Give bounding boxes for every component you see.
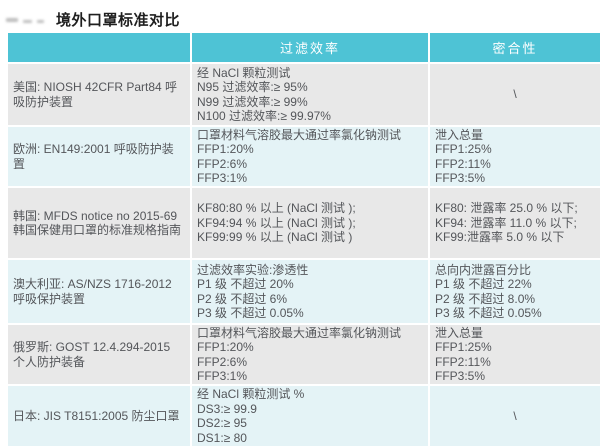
- cell-fit: 泄入总量 FFP1:25% FFP2:11% FFP3:5%: [430, 127, 600, 186]
- cell-line: 俄罗斯: GOST 12.4.294-2015 个人防护装备: [13, 340, 171, 369]
- cell-line: FFP1:20%: [197, 142, 254, 156]
- cell-line: KF94:94 % 以上 (NaCl 测试 );: [197, 215, 356, 230]
- cell-standard: 澳大利亚: AS/NZS 1716-2012 呼吸保护装置: [8, 260, 190, 323]
- cell-filtration: 经 NaCl 颗粒测试 N95 过滤效率:≥ 95% N99 过滤效率:≥ 99% N…: [192, 64, 428, 125]
- cell-line: FFP3:5%: [435, 171, 486, 185]
- cell-standard: 俄罗斯: GOST 12.4.294-2015 个人防护装备: [8, 325, 190, 384]
- cell-line: P1 级 不超过 22%: [435, 277, 532, 291]
- header-cell-filtration: 过滤效率: [192, 33, 428, 62]
- table-row-russia: 俄罗斯: GOST 12.4.294-2015 个人防护装备 口罩材料气溶胶最大通…: [8, 325, 600, 384]
- cell-fit: 泄入总量 FFP1:25% FFP2:11% FFP3:5%: [430, 325, 600, 384]
- cell-fit: KF80: 泄露率 25.0 % 以下; KF94: 泄露率 11.0 % 以下;…: [430, 188, 600, 258]
- cell-line: N95 过滤效率:≥ 95%: [197, 80, 308, 94]
- cell-line: DS3:≥ 99.9: [197, 401, 257, 416]
- cell-standard: 欧洲: EN149:2001 呼吸防护装置: [8, 127, 190, 186]
- cell-line: 经 NaCl 颗粒测试 %: [197, 387, 305, 401]
- cell-line: FFP3:1%: [197, 171, 248, 185]
- cell-line: 美国: NIOSH 42CFR Part84 呼吸防护装置: [13, 80, 178, 109]
- cell-line: P1 级 不超过 20%: [197, 277, 294, 291]
- cell-standard: 韩国: MFDS notice no 2015-69 韩国保健用口罩的标准规格指…: [8, 188, 190, 258]
- cell-line: FFP1:25%: [435, 142, 492, 156]
- cell-filtration: 口罩材料气溶胶最大通过率氯化钠测试 FFP1:20% FFP2:6% FFP3:1%: [192, 127, 428, 186]
- cell-line: P3 级 不超过 0.05%: [435, 306, 542, 320]
- cell-line: KF80:80 % 以上 (NaCl 测试 );: [197, 201, 356, 216]
- cell-line: FFP2:6%: [197, 354, 248, 369]
- mask-standards-table: 过滤效率 密合性 美国: NIOSH 42CFR Part84 呼吸防护装置经 …: [8, 33, 600, 446]
- cell-fit: \: [430, 386, 600, 446]
- cell-line: \: [513, 87, 517, 102]
- cell-line: P2 级 不超过 6%: [197, 291, 288, 306]
- cell-filtration: 经 NaCl 颗粒测试 % DS3:≥ 99.9 DS2:≥ 95 DS1:≥ 80: [192, 386, 428, 446]
- table-row-usa: 美国: NIOSH 42CFR Part84 呼吸防护装置经 NaCl 颗粒测试…: [8, 64, 600, 125]
- cell-line: P3 级 不超过 0.05%: [197, 306, 304, 320]
- cell-line: 泄入总量: [435, 325, 484, 340]
- header-cell-standard: [8, 33, 190, 62]
- cell-line: 口罩材料气溶胶最大通过率氯化钠测试: [197, 325, 402, 340]
- cell-line: 韩国: MFDS notice no 2015-69 韩国保健用口罩的标准规格指…: [13, 208, 182, 238]
- cell-line: 澳大利亚: AS/NZS 1716-2012 呼吸保护装置: [13, 277, 172, 306]
- cell-line: FFP2:6%: [197, 156, 248, 171]
- cell-line: FFP3:5%: [435, 369, 486, 383]
- cell-line: 泄入总量: [435, 127, 484, 142]
- cell-line: N99 过滤效率:≥ 99%: [197, 94, 308, 109]
- cell-line: 过滤效率实验:渗透性: [197, 262, 309, 277]
- cell-line: 经 NaCl 颗粒测试: [197, 65, 291, 80]
- cell-filtration: 口罩材料气溶胶最大通过率氯化钠测试 FFP1:20% FFP2:6% FFP3:1%: [192, 325, 428, 384]
- cell-line: 欧洲: EN149:2001 呼吸防护装置: [13, 142, 174, 171]
- cell-line: \: [513, 408, 517, 423]
- cell-line: KF94: 泄露率 11.0 % 以下;: [435, 215, 577, 230]
- table-row-korea: 韩国: MFDS notice no 2015-69 韩国保健用口罩的标准规格指…: [8, 188, 600, 258]
- cell-line: FFP2:11%: [435, 156, 491, 171]
- table-body: 美国: NIOSH 42CFR Part84 呼吸防护装置经 NaCl 颗粒测试…: [8, 64, 600, 446]
- table-row-europe: 欧洲: EN149:2001 呼吸防护装置 口罩材料气溶胶最大通过率氯化钠测试 FF…: [8, 127, 600, 186]
- cell-line: 日本: JIS T8151:2005 防尘口罩: [13, 408, 180, 423]
- page-title: 境外口罩标准对比: [56, 12, 181, 29]
- redacted-label: [6, 16, 44, 23]
- cell-line: DS1:≥ 80: [197, 430, 247, 445]
- cell-standard: 日本: JIS T8151:2005 防尘口罩: [8, 386, 190, 446]
- cell-standard: 美国: NIOSH 42CFR Part84 呼吸防护装置: [8, 64, 190, 125]
- cell-line: FFP3:1%: [197, 369, 248, 383]
- cell-fit: 总向内泄露百分比 P1 级 不超过 22% P2 级 不超过 8.0% P3 级 不超…: [430, 260, 600, 323]
- cell-line: 总向内泄露百分比: [435, 262, 532, 277]
- table-row-australia: 澳大利亚: AS/NZS 1716-2012 呼吸保护装置 过滤效率实验:渗透性 P…: [8, 260, 600, 323]
- cell-line: KF99:泄露率 5.0 % 以下: [435, 230, 565, 245]
- table-header-row: 过滤效率 密合性: [8, 33, 600, 62]
- cell-filtration: 过滤效率实验:渗透性 P1 级 不超过 20% P2 级 不超过 6% P3 级 不超…: [192, 260, 428, 323]
- table-row-japan: 日本: JIS T8151:2005 防尘口罩经 NaCl 颗粒测试 % DS3:…: [8, 386, 600, 446]
- cell-line: N100 过滤效率:≥ 99.97%: [197, 109, 331, 123]
- cell-line: KF80: 泄露率 25.0 % 以下;: [435, 201, 578, 216]
- cell-line: P2 级 不超过 8.0%: [435, 291, 536, 306]
- cell-line: DS2:≥ 95: [197, 416, 247, 430]
- header-cell-fit: 密合性: [430, 33, 600, 62]
- cell-line: KF99:99 % 以上 (NaCl 测试 ): [197, 230, 353, 245]
- cell-fit: \: [430, 64, 600, 125]
- cell-line: 口罩材料气溶胶最大通过率氯化钠测试: [197, 127, 402, 142]
- cell-line: FFP1:20%: [197, 340, 254, 354]
- cell-line: FFP1:25%: [435, 340, 492, 354]
- cell-line: FFP2:11%: [435, 354, 491, 369]
- table-caption: 境外口罩标准对比: [0, 0, 600, 33]
- cell-filtration: KF80:80 % 以上 (NaCl 测试 ); KF94:94 % 以上 (Na…: [192, 188, 428, 258]
